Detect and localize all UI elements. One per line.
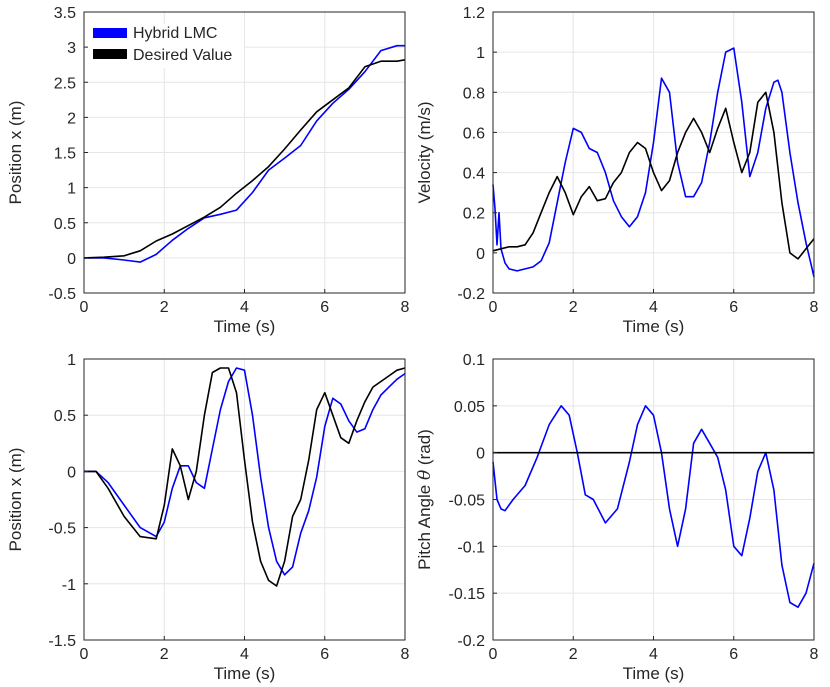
y-tick-label: -1 bbox=[62, 577, 76, 594]
panel-bottom-left: 0 2 4 6 8 -1.5 -1 -0.5 0 0.5 1 Time (s) Position x… bbox=[6, 352, 410, 683]
y-tick-label: 0.05 bbox=[454, 399, 485, 416]
y-tick-label: 0 bbox=[476, 446, 485, 463]
legend-swatch-desired-value bbox=[93, 49, 127, 59]
y-tick-label: 1 bbox=[67, 181, 76, 198]
y-tick-label: -0.2 bbox=[457, 286, 485, 303]
y-axis-label-unit: (rad) bbox=[415, 429, 434, 470]
x-tick-label: 4 bbox=[240, 646, 249, 663]
x-tick-label: 2 bbox=[160, 646, 169, 663]
legend-label-hybrid-lmc: Hybrid LMC bbox=[133, 25, 217, 42]
x-axis-label: Time (s) bbox=[214, 664, 276, 683]
x-axis-label: Time (s) bbox=[623, 664, 685, 683]
x-tick-label: 0 bbox=[80, 299, 89, 316]
y-tick-label: 3.5 bbox=[54, 5, 76, 22]
y-tick-label: 0 bbox=[67, 251, 76, 268]
y-tick-label: 0.4 bbox=[463, 166, 485, 183]
y-tick-label: 0.6 bbox=[463, 125, 485, 142]
x-tick-label: 6 bbox=[320, 299, 329, 316]
y-axis-label: Pitch Angle θ (rad) bbox=[415, 429, 435, 570]
x-tick-label: 4 bbox=[649, 646, 658, 663]
x-axis-label: Time (s) bbox=[623, 317, 685, 336]
x-axis-label: Time (s) bbox=[214, 317, 276, 336]
y-tick-label: 0 bbox=[67, 464, 76, 481]
x-tick-label: 0 bbox=[80, 646, 89, 663]
y-axis-label: Velocity (m/s) bbox=[415, 101, 434, 203]
y-tick-label: 1.2 bbox=[463, 5, 485, 22]
x-tick-label: 6 bbox=[729, 299, 738, 316]
x-tick-label: 6 bbox=[729, 646, 738, 663]
x-tick-label: 8 bbox=[401, 299, 410, 316]
x-tick-label: 6 bbox=[320, 646, 329, 663]
y-tick-label: -0.1 bbox=[457, 539, 485, 556]
x-tick-label: 2 bbox=[569, 646, 578, 663]
x-tick-label: 0 bbox=[489, 299, 498, 316]
y-tick-label: -0.5 bbox=[48, 286, 76, 303]
y-tick-label: 0.2 bbox=[463, 206, 485, 223]
series-line-hybrid-lmc bbox=[84, 367, 406, 576]
theta-symbol: θ bbox=[415, 470, 435, 480]
y-tick-label: 2.5 bbox=[54, 75, 76, 92]
x-tick-label: 2 bbox=[569, 299, 578, 316]
y-tick-label: 1.5 bbox=[54, 146, 76, 163]
y-tick-label: -0.15 bbox=[449, 586, 486, 603]
legend: Hybrid LMC Desired Value bbox=[88, 24, 244, 68]
x-tick-label: 8 bbox=[401, 646, 410, 663]
x-tick-label: 4 bbox=[240, 299, 249, 316]
y-axis-label-text: Pitch Angle bbox=[415, 480, 434, 570]
y-tick-label: 1 bbox=[476, 45, 485, 62]
series-line-desired-value bbox=[84, 367, 406, 587]
series-line-hybrid-lmc bbox=[492, 47, 815, 278]
panel-bottom-right: 0 2 4 6 8 -0.2 -0.15 -0.1 -0.05 0 0.05 0.1 Time (s)… bbox=[415, 352, 819, 683]
y-tick-label: -0.2 bbox=[457, 633, 485, 650]
y-tick-label: 0 bbox=[476, 246, 485, 263]
y-tick-label: -0.5 bbox=[48, 521, 76, 538]
y-tick-label: 0.5 bbox=[54, 408, 76, 425]
y-tick-label: 1 bbox=[67, 352, 76, 369]
y-axis-label: Position x (m) bbox=[6, 101, 25, 205]
series-line-desired-value bbox=[83, 59, 406, 259]
legend-swatch-hybrid-lmc bbox=[93, 28, 127, 38]
panel-top-right: 0 2 4 6 8-0.200.20.40.60.811.2 Time (s) Velo… bbox=[415, 5, 819, 336]
y-tick-label: 3 bbox=[67, 40, 76, 57]
x-tick-label: 8 bbox=[810, 299, 819, 316]
x-tick-label: 8 bbox=[810, 646, 819, 663]
y-tick-label: 2 bbox=[67, 110, 76, 127]
x-tick-label: 4 bbox=[649, 299, 658, 316]
y-axis-label: Position x (m) bbox=[6, 448, 25, 552]
y-tick-label: 0.5 bbox=[54, 216, 76, 233]
y-tick-label: -0.05 bbox=[449, 493, 486, 510]
panel-top-left: 0 2 4 6 8-0.500.511.522.533.5 Time (s) Posit… bbox=[6, 5, 410, 336]
legend-label-desired-value: Desired Value bbox=[133, 47, 232, 64]
y-tick-label: 0.1 bbox=[463, 352, 485, 369]
y-tick-label: 0.8 bbox=[463, 85, 485, 102]
series-line-desired-value bbox=[492, 91, 815, 260]
x-tick-label: 0 bbox=[489, 646, 498, 663]
series-line-hybrid-lmc bbox=[84, 44, 405, 263]
x-tick-label: 2 bbox=[160, 299, 169, 316]
y-tick-label: -1.5 bbox=[48, 633, 76, 650]
